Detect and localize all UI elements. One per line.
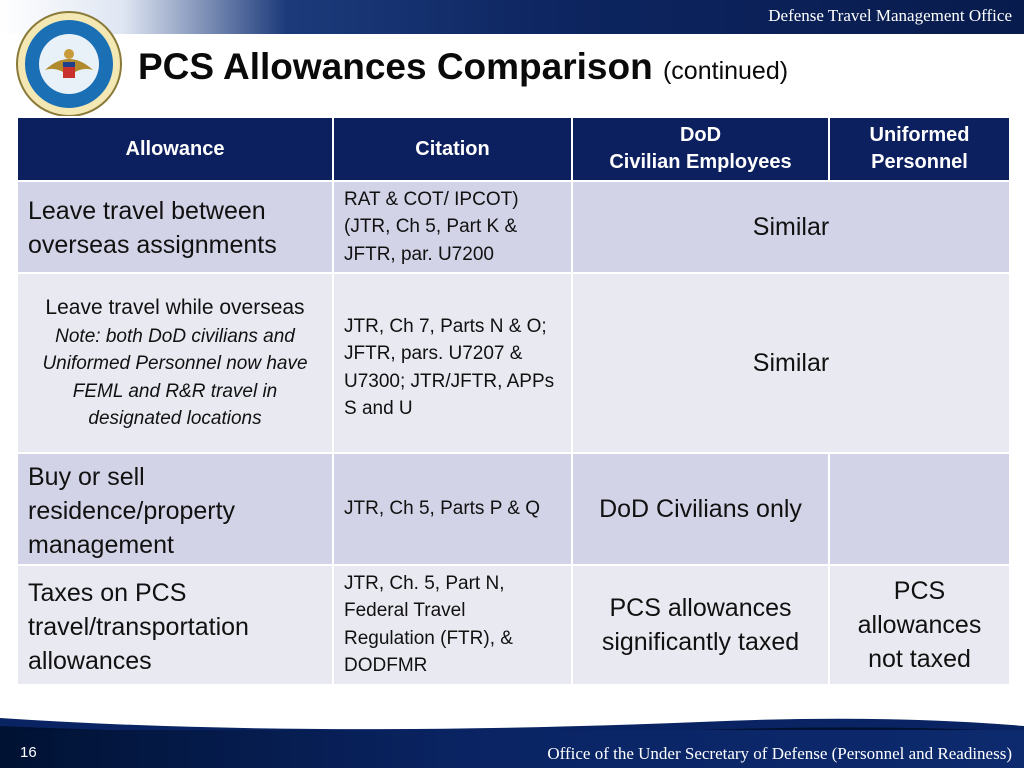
office-name: Defense Travel Management Office — [768, 6, 1012, 25]
allowance-note: Note: both DoD civilians and Uniformed P… — [42, 325, 308, 430]
page-title: PCS Allowances Comparison (continued) — [138, 46, 788, 88]
merged-value-cell: Similar — [573, 182, 1009, 272]
civilian-cell: PCS allowances significantly taxed — [573, 565, 828, 684]
header-uniformed-line1: Uniformed — [869, 124, 970, 147]
table-row: Leave travel between overseas assignment… — [18, 182, 1009, 272]
table-row: Leave travel while overseas Note: both D… — [18, 273, 1009, 453]
allowance-cell: Leave travel between overseas assignment… — [18, 182, 332, 272]
allowance-cell: Taxes on PCS travel/transportation allow… — [18, 565, 332, 684]
top-banner — [0, 0, 1024, 34]
allowance-cell: Buy or sell residence/property managemen… — [18, 454, 332, 564]
header-civilian-line1: DoD — [679, 124, 722, 147]
allowance-text: Leave travel while overseas — [45, 295, 305, 319]
uniformed-cell: PCS allowances not taxed — [830, 565, 1009, 684]
header-allowance: Allowance — [18, 118, 332, 181]
allowances-table: Allowance Citation DoD Civilian Employees… — [16, 116, 1011, 686]
uniformed-cell — [830, 454, 1009, 564]
dtmo-seal-icon — [16, 11, 122, 117]
header-civilian: DoD Civilian Employees — [573, 118, 828, 181]
citation-cell: JTR, Ch. 5, Part N, Federal Travel Regul… — [334, 565, 571, 684]
table-row: Taxes on PCS travel/transportation allow… — [18, 565, 1009, 684]
civilian-cell: DoD Civilians only — [573, 454, 828, 564]
footer-bar — [0, 730, 1024, 768]
merged-value-cell: Similar — [573, 273, 1009, 453]
citation-cell: JTR, Ch 7, Parts N & O; JFTR, pars. U720… — [334, 273, 571, 453]
footer-office: Office of the Under Secretary of Defense… — [547, 744, 1012, 763]
citation-cell: JTR, Ch 5, Parts P & Q — [334, 454, 571, 564]
table-row: Buy or sell residence/property managemen… — [18, 454, 1009, 564]
header-uniformed-line2: Personnel — [871, 151, 968, 174]
page-number: 16 — [20, 744, 37, 761]
table-header-row: Allowance Citation DoD Civilian Employees… — [18, 118, 1009, 181]
header-citation: Citation — [334, 118, 571, 181]
merged-value: Similar — [752, 213, 830, 242]
header-civilian-line2: Civilian Employees — [609, 151, 792, 174]
title-main: PCS Allowances Comparison — [138, 46, 653, 87]
title-suffix: (continued) — [662, 57, 789, 85]
citation-cell: RAT & COT/ IPCOT) (JTR, Ch 5, Part K & J… — [334, 182, 571, 272]
allowance-cell: Leave travel while overseas Note: both D… — [18, 273, 332, 453]
header-uniformed: Uniformed Personnel — [830, 118, 1009, 181]
